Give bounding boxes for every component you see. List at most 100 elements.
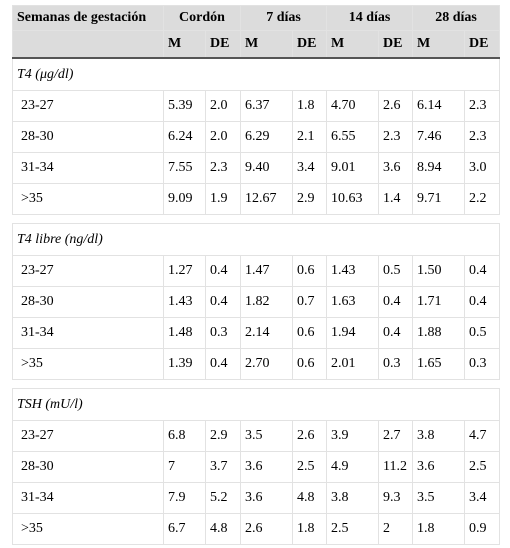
value-cell: 0.3 xyxy=(464,348,500,380)
section-title: T4 (μg/dl) xyxy=(12,57,500,91)
value-cell: 1.47 xyxy=(240,255,293,287)
value-cell: 2.0 xyxy=(205,121,241,153)
value-cell: 2.0 xyxy=(205,90,241,122)
value-cell: 1.63 xyxy=(326,286,379,318)
value-cell: 2.3 xyxy=(205,152,241,184)
value-cell: 3.0 xyxy=(464,152,500,184)
header-cell: Semanas de gestación xyxy=(12,5,164,31)
group-header: 28 días xyxy=(412,5,500,31)
value-cell: 0.4 xyxy=(205,286,241,318)
value-cell: 0.9 xyxy=(464,513,500,545)
subheader-cell: DE xyxy=(464,30,500,59)
value-cell: 2.5 xyxy=(326,513,379,545)
value-cell: 0.4 xyxy=(464,255,500,287)
spacer xyxy=(12,214,500,224)
value-cell: 8.94 xyxy=(412,152,465,184)
value-cell: 2.5 xyxy=(292,451,327,483)
value-cell: 5.2 xyxy=(205,482,241,514)
subheader-cell: M xyxy=(412,30,465,59)
row-label: 28-30 xyxy=(12,451,164,483)
value-cell: 0.3 xyxy=(205,317,241,349)
value-cell: 3.6 xyxy=(240,482,293,514)
value-cell: 2.14 xyxy=(240,317,293,349)
data-table: Semanas de gestación Cordón 7 días 14 días 2… xyxy=(12,5,500,545)
value-cell: 1.8 xyxy=(412,513,465,545)
value-cell: 7.55 xyxy=(163,152,206,184)
value-cell: 1.48 xyxy=(163,317,206,349)
value-cell: 11.2 xyxy=(378,451,413,483)
row-label: >35 xyxy=(12,513,164,545)
group-header: 7 días xyxy=(240,5,327,31)
value-cell: 6.8 xyxy=(163,420,206,452)
group-header: 14 días xyxy=(326,5,413,31)
value-cell: 0.4 xyxy=(378,317,413,349)
value-cell: 1.50 xyxy=(412,255,465,287)
value-cell: 1.9 xyxy=(205,183,241,215)
value-cell: 6.29 xyxy=(240,121,293,153)
value-cell: 6.55 xyxy=(326,121,379,153)
value-cell: 2.9 xyxy=(205,420,241,452)
value-cell: 1.71 xyxy=(412,286,465,318)
value-cell: 0.6 xyxy=(292,317,327,349)
value-cell: 10.63 xyxy=(326,183,379,215)
value-cell: 1.43 xyxy=(163,286,206,318)
value-cell: 0.4 xyxy=(378,286,413,318)
value-cell: 3.5 xyxy=(240,420,293,452)
value-cell: 2.3 xyxy=(464,121,500,153)
value-cell: 3.4 xyxy=(292,152,327,184)
data-row: 23-27 1.27 0.4 1.47 0.6 1.43 0.5 1.50 0.4 xyxy=(12,255,500,287)
value-cell: 1.65 xyxy=(412,348,465,380)
value-cell: 0.6 xyxy=(292,255,327,287)
value-cell: 1.39 xyxy=(163,348,206,380)
section-title: T4 libre (ng/dl) xyxy=(12,223,500,256)
value-cell: 0.3 xyxy=(378,348,413,380)
subheader-row: M DE M DE M DE M DE xyxy=(12,30,500,59)
row-label: 31-34 xyxy=(12,482,164,514)
value-cell: 3.6 xyxy=(412,451,465,483)
group-header: Cordón xyxy=(163,5,241,31)
value-cell: 9.3 xyxy=(378,482,413,514)
row-label: 31-34 xyxy=(12,152,164,184)
section-title: TSH (mU/l) xyxy=(12,388,500,421)
value-cell: 6.7 xyxy=(163,513,206,545)
value-cell: 2.01 xyxy=(326,348,379,380)
value-cell: 2.6 xyxy=(240,513,293,545)
value-cell: 3.7 xyxy=(205,451,241,483)
value-cell: 2.6 xyxy=(378,90,413,122)
row-label: >35 xyxy=(12,183,164,215)
value-cell: 2.1 xyxy=(292,121,327,153)
value-cell: 2.70 xyxy=(240,348,293,380)
value-cell: 2.9 xyxy=(292,183,327,215)
value-cell: 0.5 xyxy=(464,317,500,349)
table-header: Semanas de gestación Cordón 7 días 14 días 2… xyxy=(12,5,500,59)
value-cell: 3.6 xyxy=(240,451,293,483)
value-cell: 4.70 xyxy=(326,90,379,122)
value-cell: 2.6 xyxy=(292,420,327,452)
spacer-row xyxy=(12,214,500,224)
value-cell: 1.4 xyxy=(378,183,413,215)
value-cell: 2.5 xyxy=(464,451,500,483)
value-cell: 2.7 xyxy=(378,420,413,452)
subheader-cell: M xyxy=(240,30,293,59)
value-cell: 4.8 xyxy=(292,482,327,514)
value-cell: 0.4 xyxy=(205,255,241,287)
value-cell: 3.5 xyxy=(412,482,465,514)
data-row: 23-27 5.39 2.0 6.37 1.8 4.70 2.6 6.14 2.3 xyxy=(12,90,500,122)
value-cell: 2 xyxy=(378,513,413,545)
data-row: >35 1.39 0.4 2.70 0.6 2.01 0.3 1.65 0.3 xyxy=(12,348,500,380)
section-row: T4 libre (ng/dl) xyxy=(12,223,500,256)
value-cell: 6.24 xyxy=(163,121,206,153)
value-cell: 0.4 xyxy=(464,286,500,318)
subheader-cell: M xyxy=(163,30,206,59)
header-cell xyxy=(12,30,164,59)
value-cell: 7 xyxy=(163,451,206,483)
value-cell: 5.39 xyxy=(163,90,206,122)
data-row: >35 9.09 1.9 12.67 2.9 10.63 1.4 9.71 2.2 xyxy=(12,183,500,215)
value-cell: 0.5 xyxy=(378,255,413,287)
value-cell: 9.71 xyxy=(412,183,465,215)
value-cell: 9.40 xyxy=(240,152,293,184)
header-row: Semanas de gestación Cordón 7 días 14 días 2… xyxy=(12,5,500,31)
value-cell: 2.3 xyxy=(378,121,413,153)
row-label: 23-27 xyxy=(12,420,164,452)
value-cell: 1.27 xyxy=(163,255,206,287)
